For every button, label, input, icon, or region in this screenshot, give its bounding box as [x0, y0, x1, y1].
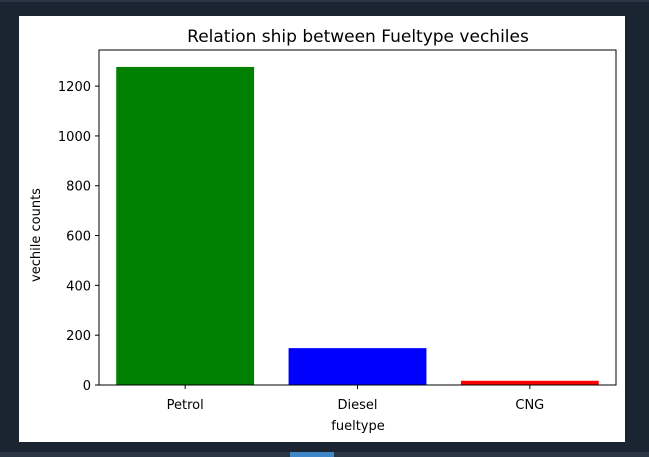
- scroll-indicator: [290, 452, 334, 457]
- x-tick-label: Diesel: [337, 398, 377, 413]
- y-tick-label: 1200: [58, 80, 91, 95]
- plot-frame: [98, 49, 617, 386]
- chart-figure: Relation ship between Fueltype vechiles …: [19, 16, 625, 442]
- bar-petrol: [116, 66, 255, 385]
- x-tick-label: CNG: [515, 398, 544, 413]
- chart-title: Relation ship between Fueltype vechiles: [187, 27, 529, 47]
- x-tick-label: Petrol: [167, 398, 204, 413]
- bar-cng: [460, 380, 599, 385]
- x-axis-label: fueltype: [331, 419, 384, 434]
- y-tick-label: 0: [83, 379, 91, 394]
- bar-diesel: [288, 348, 427, 385]
- y-tick-label: 1000: [58, 130, 91, 145]
- y-tick-label: 800: [66, 180, 91, 195]
- y-axis: 0 200 400 600 800 1000 1200: [58, 80, 99, 394]
- y-tick-label: 200: [66, 329, 91, 344]
- bar-chart: Relation ship between Fueltype vechiles …: [29, 27, 617, 434]
- bars-layer: [116, 66, 599, 385]
- y-axis-label: vechile counts: [29, 188, 44, 282]
- y-tick-label: 400: [66, 279, 91, 294]
- y-tick-label: 600: [66, 230, 91, 245]
- x-axis: Petrol Diesel CNG: [167, 385, 544, 413]
- window-top-strip: [0, 0, 649, 2]
